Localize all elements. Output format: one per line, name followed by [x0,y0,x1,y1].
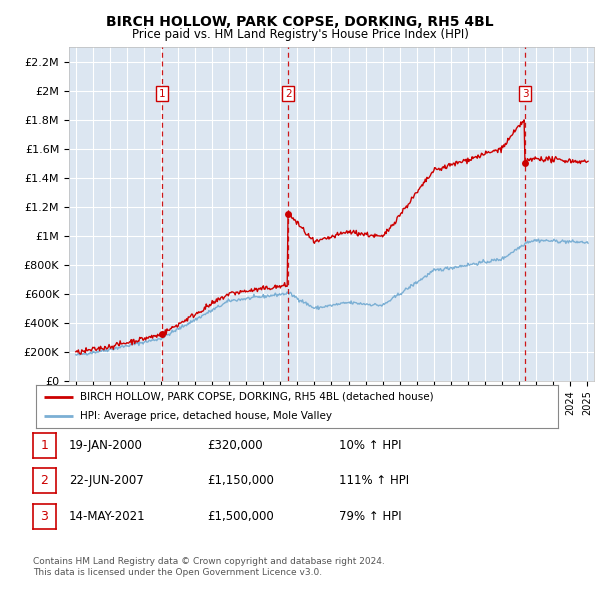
Text: £1,150,000: £1,150,000 [207,474,274,487]
Text: Price paid vs. HM Land Registry's House Price Index (HPI): Price paid vs. HM Land Registry's House … [131,28,469,41]
Text: 2: 2 [40,474,49,487]
Text: 22-JUN-2007: 22-JUN-2007 [69,474,144,487]
Text: 111% ↑ HPI: 111% ↑ HPI [339,474,409,487]
Text: 14-MAY-2021: 14-MAY-2021 [69,510,146,523]
Text: This data is licensed under the Open Government Licence v3.0.: This data is licensed under the Open Gov… [33,568,322,577]
Text: Contains HM Land Registry data © Crown copyright and database right 2024.: Contains HM Land Registry data © Crown c… [33,558,385,566]
Text: 2: 2 [285,88,292,99]
Text: BIRCH HOLLOW, PARK COPSE, DORKING, RH5 4BL: BIRCH HOLLOW, PARK COPSE, DORKING, RH5 4… [106,15,494,29]
Text: 3: 3 [522,88,529,99]
Text: 10% ↑ HPI: 10% ↑ HPI [339,439,401,452]
Text: £320,000: £320,000 [207,439,263,452]
Text: BIRCH HOLLOW, PARK COPSE, DORKING, RH5 4BL (detached house): BIRCH HOLLOW, PARK COPSE, DORKING, RH5 4… [80,392,434,402]
Text: HPI: Average price, detached house, Mole Valley: HPI: Average price, detached house, Mole… [80,411,332,421]
Text: 3: 3 [40,510,49,523]
Text: 79% ↑ HPI: 79% ↑ HPI [339,510,401,523]
Text: 19-JAN-2000: 19-JAN-2000 [69,439,143,452]
Text: 1: 1 [158,88,165,99]
Text: 1: 1 [40,439,49,452]
Text: £1,500,000: £1,500,000 [207,510,274,523]
